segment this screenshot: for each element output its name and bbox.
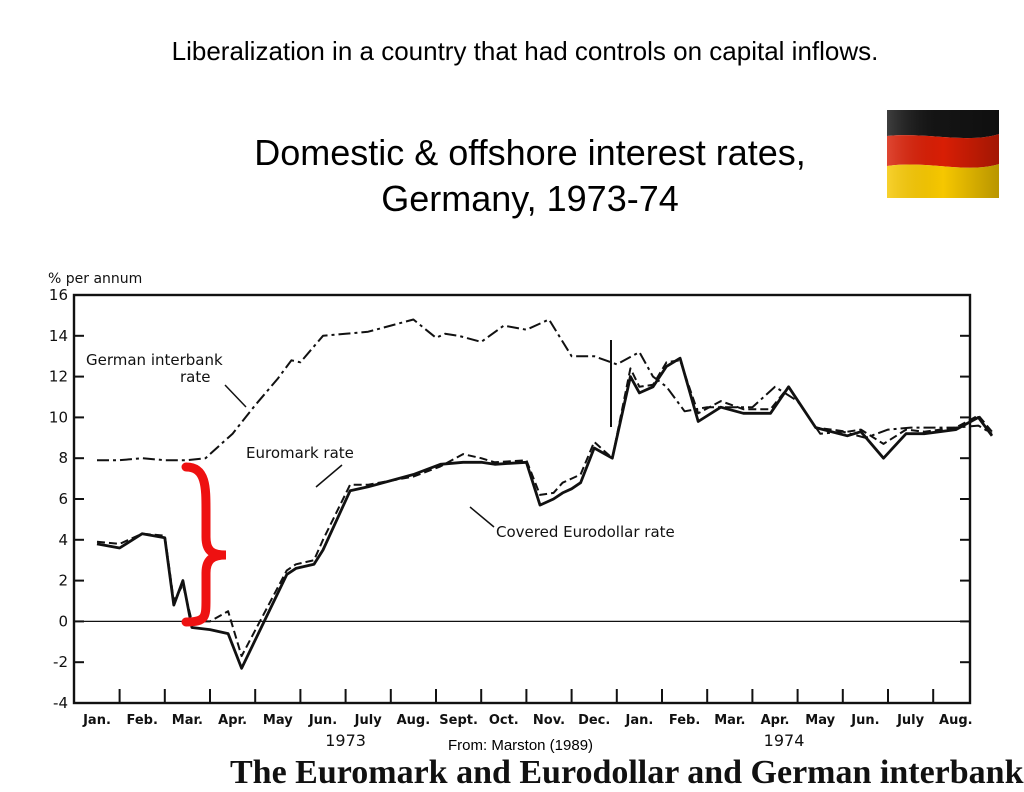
euromark-label: Euromark rate: [246, 444, 354, 462]
slide-subtitle: Liberalization in a country that had con…: [171, 36, 879, 66]
y-unit-label: % per annum: [48, 271, 142, 287]
title-line-2: Germany, 1973-74: [381, 178, 679, 219]
red-curly-brace-icon: [181, 462, 227, 627]
x-month-label: Mar.: [714, 713, 745, 728]
x-month-label: Aug.: [397, 713, 431, 728]
y-tick-label: -2: [53, 653, 68, 671]
x-month-label: Sept.: [439, 713, 478, 728]
series-line-0: [97, 318, 993, 462]
x-month-label: Aug.: [939, 713, 973, 728]
x-month-label: Jan.: [624, 713, 653, 728]
covered-eurodollar-label: Covered Eurodollar rate: [496, 523, 675, 541]
x-month-label: July: [896, 713, 925, 728]
x-month-label: Jan.: [82, 713, 111, 728]
x-month-label: Apr.: [761, 713, 790, 728]
y-tick-label: 14: [49, 327, 68, 345]
x-month-label: July: [354, 713, 383, 728]
y-tick-label: 8: [58, 449, 68, 467]
cut-off-caption: The Euromark and Eurodollar and German i…: [230, 754, 1024, 791]
covered-rate-arrow: [469, 506, 495, 528]
x-month-label: May: [263, 713, 293, 728]
german-interbank-label: German interbank: [86, 351, 223, 369]
germany-flag-icon: [887, 110, 999, 198]
german-rate-arrow: [224, 384, 247, 408]
x-month-label: Nov.: [533, 713, 565, 728]
x-month-label: Feb.: [126, 713, 157, 728]
x-month-label: Feb.: [669, 713, 700, 728]
x-month-label: Apr.: [218, 713, 247, 728]
title-line-1: Domestic & offshore interest rates,: [254, 132, 806, 173]
x-month-label: Mar.: [172, 713, 203, 728]
x-month-label: Jun.: [308, 713, 337, 728]
y-tick-label: 4: [58, 531, 68, 549]
series-line-2: [96, 356, 994, 670]
interest-rate-chart: % per annum -4 -2 0 2 4 6 8 10 12 14 16 Jan. Feb. Mar.…: [48, 271, 994, 750]
x-month-label: Dec.: [578, 713, 610, 728]
y-tick-label: 0: [58, 612, 68, 630]
euromark-arrow: [315, 464, 343, 488]
y-tick-label: 10: [49, 408, 68, 426]
german-interbank-label: rate: [180, 368, 210, 386]
x-month-label: May: [805, 713, 835, 728]
y-tick-label: 2: [58, 572, 68, 590]
x-month-label: Oct.: [489, 713, 519, 728]
x-year-label: 1973: [325, 731, 366, 750]
y-tick-label: 16: [49, 286, 68, 304]
y-tick-label: 12: [49, 368, 68, 386]
source-note: From: Marston (1989): [448, 737, 594, 754]
y-tick-label: -4: [53, 694, 68, 712]
series-line-1: [96, 359, 993, 658]
x-month-label: Jun.: [850, 713, 879, 728]
y-tick-label: 6: [58, 490, 68, 508]
x-year-label: 1974: [764, 731, 805, 750]
slide-title: Domestic & offshore interest rates, Germ…: [205, 130, 855, 222]
